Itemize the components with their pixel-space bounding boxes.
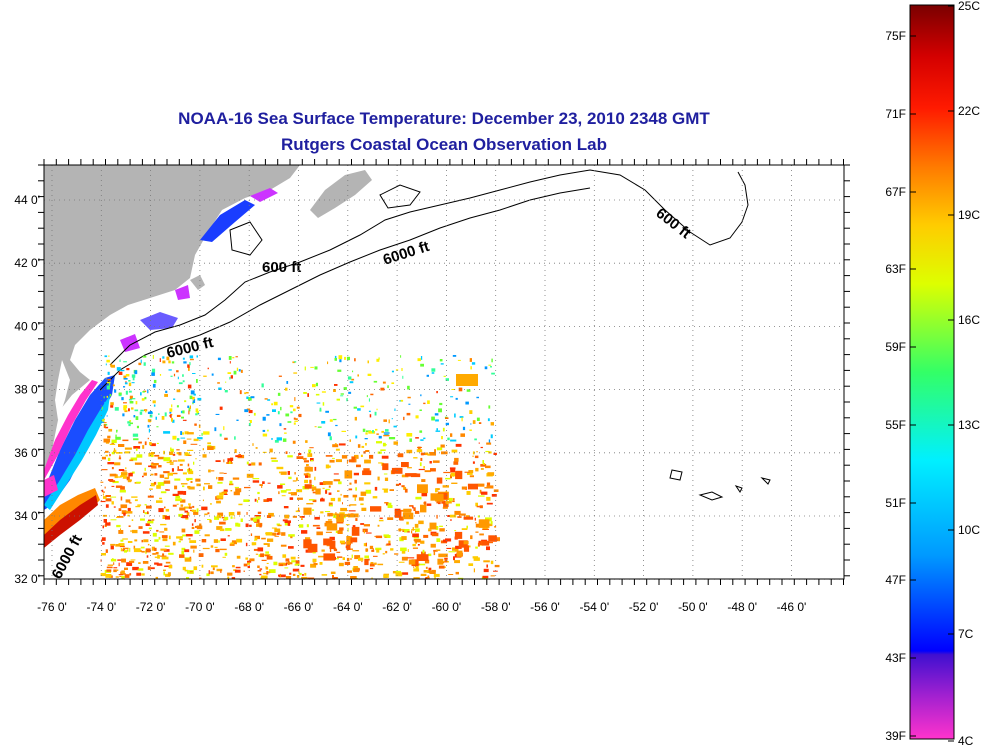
colorbar-celsius-label: 22C <box>958 104 980 118</box>
latitude-label: 36 0' <box>14 446 40 460</box>
longitude-label: -58 0' <box>481 600 511 614</box>
colorbar-fahrenheit-label: 63F <box>885 262 906 276</box>
colorbar-fahrenheit-label: 59F <box>885 340 906 354</box>
longitude-label: -54 0' <box>579 600 609 614</box>
contour-label: 600 ft <box>653 205 694 243</box>
colorbar-fahrenheit-label: 71F <box>885 107 906 121</box>
colorbar-fahrenheit-label: 47F <box>885 573 906 587</box>
contour-label: 6000 ft <box>381 238 431 269</box>
colorbar-fahrenheit-label: 67F <box>885 185 906 199</box>
latitude-label: 34 0' <box>14 509 40 523</box>
longitude-label: -74 0' <box>86 600 116 614</box>
contour-label: 600 ft <box>262 259 301 276</box>
latitude-label: 42 0' <box>14 256 40 270</box>
colorbar-fahrenheit-label: 43F <box>885 651 906 665</box>
land-cape-cod <box>190 275 205 290</box>
longitude-label: -66 0' <box>284 600 314 614</box>
contour-6000ft <box>99 187 591 391</box>
colorbar-celsius-label: 19C <box>958 208 980 222</box>
longitude-label: -60 0' <box>432 600 462 614</box>
colorbar-celsius-label: 7C <box>958 627 974 641</box>
latitude-label: 32 0' <box>14 572 40 586</box>
longitude-labels: -76 0' -74 0' -72 0' -70 0' -68 0' -66 0' -64 … <box>37 600 806 614</box>
longitude-label: -52 0' <box>629 600 659 614</box>
colorbar-celsius-label: 16C <box>958 313 980 327</box>
land-nova-scotia <box>310 170 372 218</box>
colorbar-fahrenheit-label: 55F <box>885 418 906 432</box>
longitude-label: -46 0' <box>777 600 807 614</box>
longitude-label: -68 0' <box>234 600 264 614</box>
latitude-label: 38 0' <box>14 383 40 397</box>
latitude-label: 44 0' <box>14 193 40 207</box>
sst-scatter-points <box>100 355 500 579</box>
contour-600ft <box>109 169 749 366</box>
map-ticks <box>38 159 850 585</box>
longitude-label: -50 0' <box>678 600 708 614</box>
latitude-labels: 44 0' 42 0' 40 0' 38 0' 36 0' 34 0' 32 0' <box>14 193 40 586</box>
colorbar-ticks: 75F 71F 67F 63F 59F 55F 51F 47F 43F 39F 25C 22C 19C 1… <box>885 0 980 748</box>
longitude-label: -76 0' <box>37 600 67 614</box>
longitude-label: -72 0' <box>136 600 166 614</box>
longitude-label: -48 0' <box>727 600 757 614</box>
map-frame <box>43 164 845 580</box>
longitude-label: -70 0' <box>185 600 215 614</box>
colorbar-celsius-label: 25C <box>958 0 980 13</box>
longitude-label: -64 0' <box>333 600 363 614</box>
latitude-label: 40 0' <box>14 319 40 333</box>
colorbar-fahrenheit-label: 75F <box>885 29 906 43</box>
colorbar-celsius-label: 4C <box>958 734 974 748</box>
colorbar <box>909 4 955 740</box>
colorbar-celsius-label: 10C <box>958 523 980 537</box>
colorbar-fahrenheit-label: 39F <box>885 729 906 743</box>
land-north-america <box>44 165 300 480</box>
map-title: NOAA-16 Sea Surface Temperature: Decembe… <box>178 109 710 128</box>
colorbar-fahrenheit-label: 51F <box>885 496 906 510</box>
longitude-label: -62 0' <box>382 600 412 614</box>
colorbar-celsius-label: 13C <box>958 418 980 432</box>
longitude-label: -56 0' <box>530 600 560 614</box>
map-subtitle: Rutgers Coastal Ocean Observation Lab <box>281 135 607 154</box>
